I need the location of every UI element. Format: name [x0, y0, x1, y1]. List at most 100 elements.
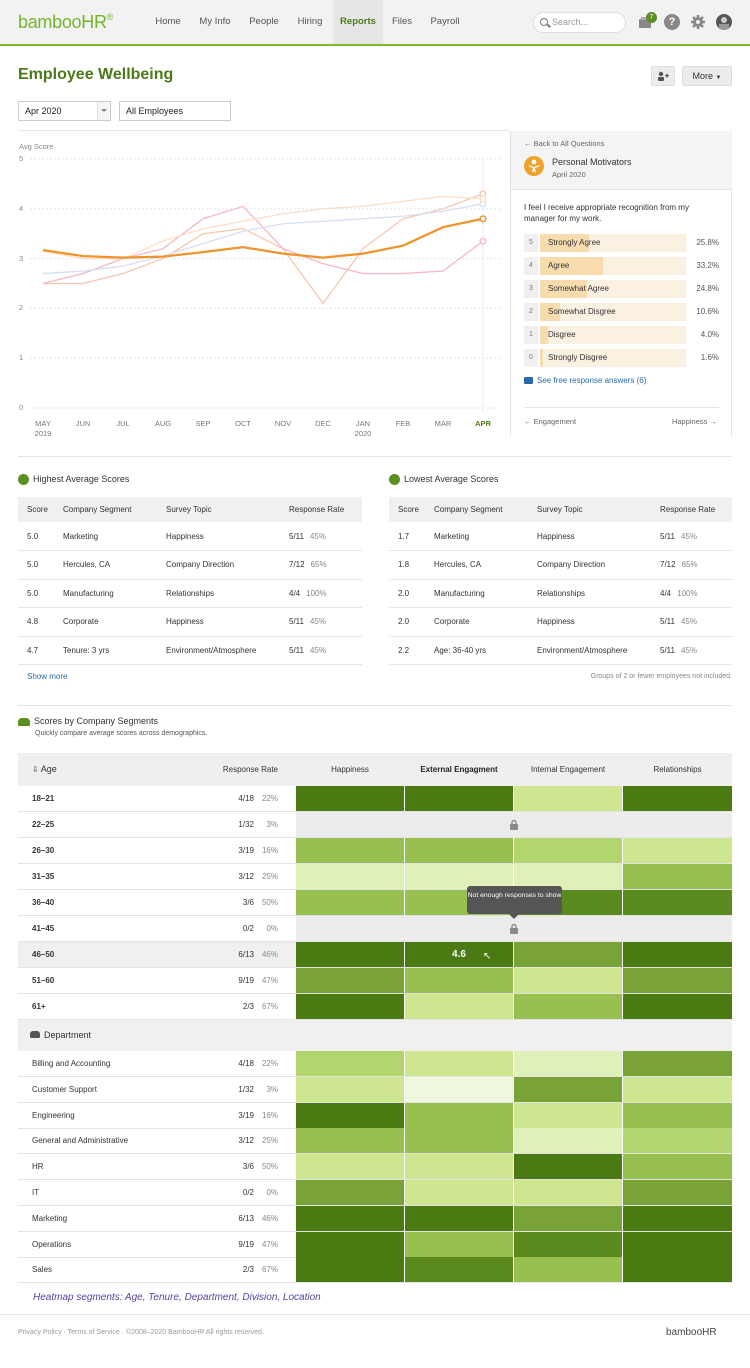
show-more-link[interactable]: Show more: [27, 672, 68, 681]
heatmap-cell[interactable]: [623, 1128, 732, 1154]
col-internal-engagement[interactable]: Internal Engagement: [530, 765, 606, 774]
heatmap-cell[interactable]: [296, 1257, 404, 1283]
heatmap-cell[interactable]: [514, 1076, 622, 1102]
heatmap-cell[interactable]: [514, 1180, 622, 1205]
heatmap-cell[interactable]: [296, 1051, 404, 1076]
nav-people[interactable]: People: [249, 16, 279, 27]
heatmap-cell[interactable]: [514, 1231, 622, 1257]
nav-reports[interactable]: Reports: [333, 0, 383, 44]
heatmap-cell[interactable]: [296, 864, 404, 889]
heatmap-cell[interactable]: [405, 1257, 513, 1283]
heatmap-cell[interactable]: [296, 1128, 404, 1154]
heatmap-cell[interactable]: [514, 786, 622, 811]
heatmap-cell[interactable]: [514, 1128, 622, 1154]
heatmap-cell[interactable]: [405, 1076, 513, 1102]
heatmap-cell[interactable]: [405, 1180, 513, 1205]
x-tick: NOV: [263, 419, 303, 429]
nav-hiring[interactable]: Hiring: [297, 16, 323, 27]
heatmap-cell[interactable]: [623, 1257, 732, 1283]
heatmap-cell[interactable]: [405, 968, 513, 993]
col-relationships[interactable]: Relationships: [653, 765, 702, 774]
heatmap-cell[interactable]: [514, 1205, 622, 1231]
add-user-button[interactable]: [651, 66, 675, 86]
col-happiness[interactable]: Happiness: [331, 765, 369, 774]
heatmap-cell[interactable]: [296, 838, 404, 863]
heatmap-cell[interactable]: [296, 1102, 404, 1128]
heatmap-cell[interactable]: [296, 1205, 404, 1231]
heatmap-cell[interactable]: [296, 890, 404, 915]
heatmap-cell[interactable]: [405, 1051, 513, 1076]
group-select[interactable]: All Employees: [119, 101, 231, 121]
free-response-link[interactable]: See free response answers (6): [524, 376, 646, 385]
more-button[interactable]: More ▼: [682, 66, 732, 86]
answer-bar: Disgree: [540, 326, 686, 344]
heatmap-cell[interactable]: [296, 968, 404, 993]
heatmap-cell[interactable]: [296, 1231, 404, 1257]
heatmap-cell[interactable]: [623, 1102, 732, 1128]
heatmap-cell[interactable]: [623, 890, 732, 915]
nav-files[interactable]: Files: [391, 16, 413, 27]
heatmap-cell[interactable]: [514, 994, 622, 1019]
settings-gear-icon[interactable]: [690, 14, 706, 30]
heatmap-cell[interactable]: [623, 1231, 732, 1257]
footer-links[interactable]: Privacy Policy · Terms of Service · ©200…: [18, 1329, 264, 1336]
heatmap-cell[interactable]: [623, 838, 732, 863]
nav-my-info[interactable]: My Info: [199, 16, 231, 27]
heatmap-cell[interactable]: [405, 1102, 513, 1128]
heatmap-cell[interactable]: [623, 1205, 732, 1231]
heatmap-cell[interactable]: [623, 1076, 732, 1102]
series-end-point[interactable]: [479, 215, 487, 223]
heatmap-cell[interactable]: 4.6 ↖: [405, 942, 513, 967]
heatmap-cell[interactable]: [514, 1257, 622, 1283]
heatmap-cell[interactable]: [405, 1205, 513, 1231]
series-line[interactable]: [43, 193, 484, 305]
answer-row: 1 Disgree 4.0%: [524, 326, 719, 344]
heatmap-cell[interactable]: [296, 942, 404, 967]
heatmap-cell[interactable]: [623, 994, 732, 1019]
heatmap-cell[interactable]: [296, 994, 404, 1019]
heatmap-cell[interactable]: [514, 1051, 622, 1076]
heatmap-cell[interactable]: [405, 1154, 513, 1180]
user-avatar[interactable]: [716, 14, 732, 30]
search-input[interactable]: Search...: [533, 12, 626, 33]
series-line[interactable]: [42, 195, 484, 260]
heatmap-cell[interactable]: [514, 1154, 622, 1180]
heatmap-cell[interactable]: [405, 994, 513, 1019]
prev-topic-link[interactable]: ← Engagement: [524, 417, 577, 426]
heatmap-cell[interactable]: [405, 1128, 513, 1154]
series-end-point[interactable]: [479, 237, 487, 245]
heatmap-cell[interactable]: [514, 968, 622, 993]
heatmap-cell[interactable]: [405, 838, 513, 863]
nav-home[interactable]: Home: [155, 16, 181, 27]
series-line[interactable]: [42, 203, 484, 275]
series-end-point[interactable]: [479, 195, 487, 203]
period-select[interactable]: Apr 2020: [18, 101, 111, 121]
nav-payroll[interactable]: Payroll: [430, 16, 460, 27]
col-external-engagment[interactable]: External Engagment: [420, 765, 498, 774]
heatmap-cell[interactable]: [405, 1231, 513, 1257]
heatmap-cell[interactable]: [514, 838, 622, 863]
series-line[interactable]: [42, 217, 484, 259]
heatmap-cell[interactable]: [623, 1180, 732, 1205]
heatmap-cell[interactable]: [623, 1051, 732, 1076]
heatmap-cell[interactable]: [296, 1180, 404, 1205]
bamboohr-logo[interactable]: bambooHR®: [18, 12, 113, 32]
heatmap-cell[interactable]: [514, 1102, 622, 1128]
help-icon[interactable]: ?: [664, 14, 680, 30]
heatmap-cell[interactable]: [405, 864, 513, 889]
heatmap-cell[interactable]: [623, 968, 732, 993]
heatmap-cell[interactable]: [623, 1154, 732, 1180]
back-link[interactable]: ← Back to All Questions: [524, 139, 605, 148]
heatmap-cell[interactable]: [296, 786, 404, 811]
heatmap-cell[interactable]: [623, 942, 732, 967]
score-cell: 1.7: [389, 522, 425, 551]
heatmap-cell[interactable]: [296, 1154, 404, 1180]
heatmap-cell[interactable]: [296, 1076, 404, 1102]
response-rate: 3/19 16%: [188, 838, 278, 863]
heatmap-cell[interactable]: [514, 942, 622, 967]
next-topic-link[interactable]: Happiness →: [671, 417, 717, 426]
heatmap-cell[interactable]: [623, 786, 732, 811]
heatmap-cell[interactable]: [514, 864, 622, 889]
heatmap-cell[interactable]: [623, 864, 732, 889]
heatmap-cell[interactable]: [405, 786, 513, 811]
